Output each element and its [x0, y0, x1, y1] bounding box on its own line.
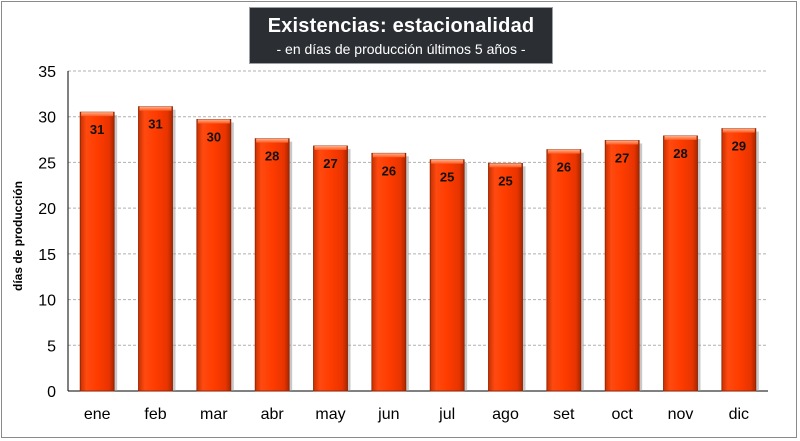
x-tick-label: mar	[200, 406, 228, 423]
bar-value-label: 27	[615, 150, 629, 165]
bar-highlight	[547, 149, 580, 154]
bar-value-label: 27	[323, 156, 337, 171]
bar-value-label: 31	[90, 122, 104, 137]
bar	[663, 135, 698, 392]
chart-title: Existencias: estacionalidad	[267, 15, 535, 37]
bar-value-label: 25	[440, 170, 454, 185]
bar-highlight	[81, 112, 114, 117]
x-tick-label: ene	[84, 406, 111, 423]
y-tick-label: 0	[47, 384, 56, 401]
plot-area: 0 5 10 15 20 25 30 35 31 ene 31 feb 30 mar 28 abr 27 may 2…	[38, 64, 768, 423]
bar-value-label: 31	[148, 117, 162, 132]
bar-highlight	[256, 138, 289, 143]
y-tick-label: 35	[38, 64, 56, 81]
bar-value-label: 28	[265, 149, 279, 164]
y-tick-label: 5	[47, 338, 56, 355]
bar	[488, 162, 523, 392]
bar-value-label: 26	[557, 160, 571, 175]
bar-highlight	[139, 106, 172, 111]
chart-title-box: Existencias: estacionalidad - en días de…	[249, 7, 553, 64]
bar-highlight	[606, 140, 639, 145]
x-tick-label: abr	[261, 406, 285, 423]
bar-value-label: 25	[498, 173, 512, 188]
bar	[429, 159, 465, 392]
x-tick-label: may	[315, 406, 345, 423]
bar-highlight	[314, 145, 347, 150]
bar	[604, 140, 640, 392]
bar-highlight	[197, 119, 230, 124]
x-tick-label: jun	[377, 406, 399, 423]
y-axis-label: días de producción	[11, 181, 25, 291]
bar	[371, 152, 407, 392]
x-tick-label: ago	[492, 406, 519, 423]
bar-highlight	[489, 163, 522, 168]
y-tick-label: 10	[38, 293, 56, 310]
bar-value-label: 30	[207, 129, 221, 144]
bar	[721, 128, 757, 392]
x-tick-label: jul	[438, 406, 455, 423]
bar-value-label: 26	[382, 163, 396, 178]
bar	[196, 119, 232, 392]
x-tick-label: set	[553, 406, 575, 423]
bar	[313, 145, 348, 392]
chart-subtitle: - en días de producción últimos 5 años -	[276, 41, 526, 57]
y-tick-label: 25	[38, 155, 56, 172]
bar-highlight	[431, 159, 464, 164]
x-tick-label: dic	[729, 406, 749, 423]
y-tick-label: 15	[38, 247, 56, 264]
bar	[254, 138, 290, 392]
bar	[79, 111, 115, 392]
x-tick-label: feb	[144, 406, 166, 423]
bar-value-label: 28	[673, 146, 687, 161]
bar	[138, 106, 173, 392]
bar-highlight	[372, 153, 405, 158]
bar-value-label: 29	[732, 139, 746, 154]
y-tick-label: 20	[38, 201, 56, 218]
bar	[546, 149, 582, 392]
bar-highlight	[722, 128, 755, 133]
y-tick-label: 30	[38, 110, 56, 127]
x-tick-label: oct	[611, 406, 633, 423]
bar-highlight	[664, 135, 697, 140]
x-tick-label: nov	[668, 406, 694, 423]
